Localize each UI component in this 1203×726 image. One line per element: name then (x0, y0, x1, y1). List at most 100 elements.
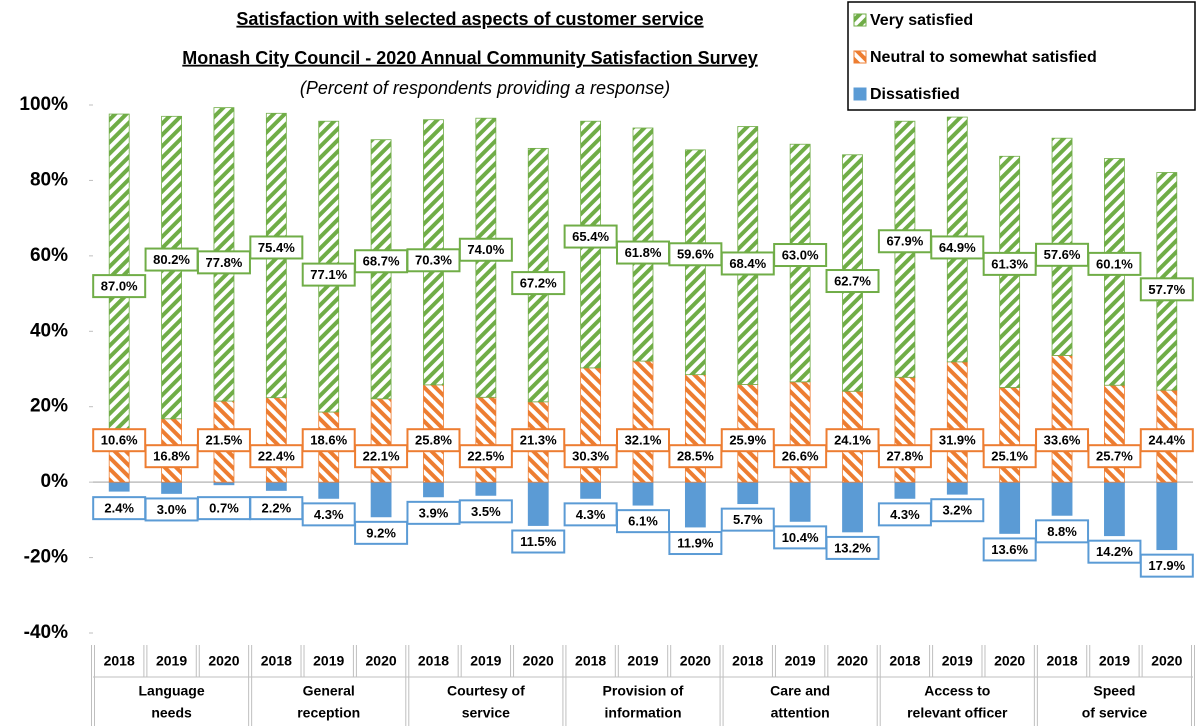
bar-segment (999, 481, 1021, 534)
group-label: needs (151, 705, 192, 721)
bar-segment (580, 481, 602, 499)
bar-segment (265, 397, 287, 483)
data-label: 30.3% (572, 449, 609, 464)
data-label-box (458, 444, 513, 469)
y-tick-label: 80% (30, 169, 68, 190)
data-label: 22.4% (258, 449, 295, 464)
group-label: Access to (924, 683, 990, 699)
legend-box (847, 1, 1196, 111)
data-label: 22.5% (467, 449, 504, 464)
legend-swatch (853, 87, 867, 101)
data-label: 77.1% (310, 267, 347, 282)
data-label: 10.4% (782, 530, 819, 545)
bar-segment (475, 481, 497, 496)
group-label: Care and (770, 683, 830, 699)
data-label-box (668, 531, 723, 556)
bar-segment (894, 481, 916, 499)
legend-swatch (853, 13, 867, 27)
x-tick-label: 2019 (1099, 653, 1130, 669)
data-label-box (982, 537, 1037, 562)
data-label-box (563, 224, 618, 249)
bar-segment (108, 481, 130, 492)
data-label-box (616, 428, 670, 453)
data-label-box (1139, 277, 1194, 302)
data-label-box (406, 428, 461, 453)
data-label: 21.3% (520, 433, 557, 448)
x-tick-label: 2020 (994, 653, 1025, 669)
data-label: 2.2% (262, 501, 292, 516)
data-label-box (825, 269, 880, 294)
bar-segment (1051, 355, 1073, 483)
data-label-box (1139, 553, 1194, 578)
bar-segment (423, 481, 444, 498)
x-tick-label: 2019 (942, 653, 973, 669)
legend-swatch (853, 50, 867, 64)
x-tick-label: 2018 (261, 653, 292, 669)
data-label-box (92, 428, 147, 453)
data-label: 10.6% (101, 433, 138, 448)
x-tick-label: 2020 (366, 653, 397, 669)
data-label: 25.9% (729, 433, 766, 448)
x-tick-label: 2018 (1046, 653, 1077, 669)
x-tick-label: 2019 (156, 653, 187, 669)
data-label-box (930, 498, 985, 523)
group-label: information (605, 705, 682, 721)
data-label: 3.5% (471, 504, 501, 519)
data-label: 2.4% (104, 501, 134, 516)
bar-segment (632, 481, 654, 506)
data-label-box (720, 507, 775, 532)
data-label-box (249, 235, 304, 260)
data-label-box (773, 243, 828, 268)
group-label: Speed (1093, 683, 1135, 699)
data-label-box (511, 428, 566, 453)
data-label: 4.3% (890, 507, 920, 522)
data-label-box (196, 428, 251, 453)
data-label: 11.5% (520, 534, 557, 549)
data-label-box (616, 509, 670, 534)
data-label: 18.6% (310, 433, 347, 448)
data-label-box (144, 444, 199, 469)
bar-segment (475, 396, 497, 483)
data-label-box (1035, 428, 1090, 453)
data-label: 3.2% (942, 503, 972, 518)
data-label: 80.2% (153, 252, 190, 267)
bar-segment (161, 481, 182, 494)
data-label: 22.1% (363, 449, 400, 464)
data-label-box (1087, 539, 1142, 564)
x-tick-label: 2018 (575, 653, 606, 669)
x-tick-label: 2020 (523, 653, 554, 669)
bar-segment (842, 481, 863, 533)
data-label: 21.5% (206, 433, 243, 448)
x-tick-label: 2020 (837, 653, 868, 669)
group-label: attention (771, 705, 830, 721)
bar-segment (946, 481, 968, 495)
data-label-box (668, 444, 723, 469)
group-label: relevant officer (907, 705, 1008, 721)
data-label: 24.1% (834, 433, 871, 448)
x-tick-label: 2019 (470, 653, 501, 669)
x-tick-label: 2019 (313, 653, 344, 669)
data-label-box (720, 428, 775, 453)
bar-segment (1051, 481, 1073, 516)
x-tick-label: 2018 (889, 653, 920, 669)
group-label: Language (139, 683, 205, 699)
data-label-box (354, 444, 409, 469)
bar-segment (946, 361, 968, 483)
data-label: 68.7% (363, 254, 400, 269)
x-tick-label: 2020 (680, 653, 711, 669)
data-label: 5.7% (733, 512, 763, 527)
chart-subtitle: Monash City Council - 2020 Annual Commun… (182, 48, 757, 68)
data-label: 87.0% (101, 279, 138, 294)
data-label: 75.4% (258, 240, 295, 255)
data-label: 59.6% (677, 247, 714, 262)
data-label-box (773, 444, 828, 469)
data-label: 8.8% (1047, 524, 1077, 539)
data-label: 13.2% (834, 540, 871, 555)
data-label-box (930, 428, 985, 453)
data-label: 0.7% (209, 501, 239, 516)
bar-segment (737, 481, 759, 505)
bar-segment (1104, 481, 1125, 537)
data-label-box (458, 237, 513, 262)
group-label: Courtesy of (447, 683, 525, 699)
